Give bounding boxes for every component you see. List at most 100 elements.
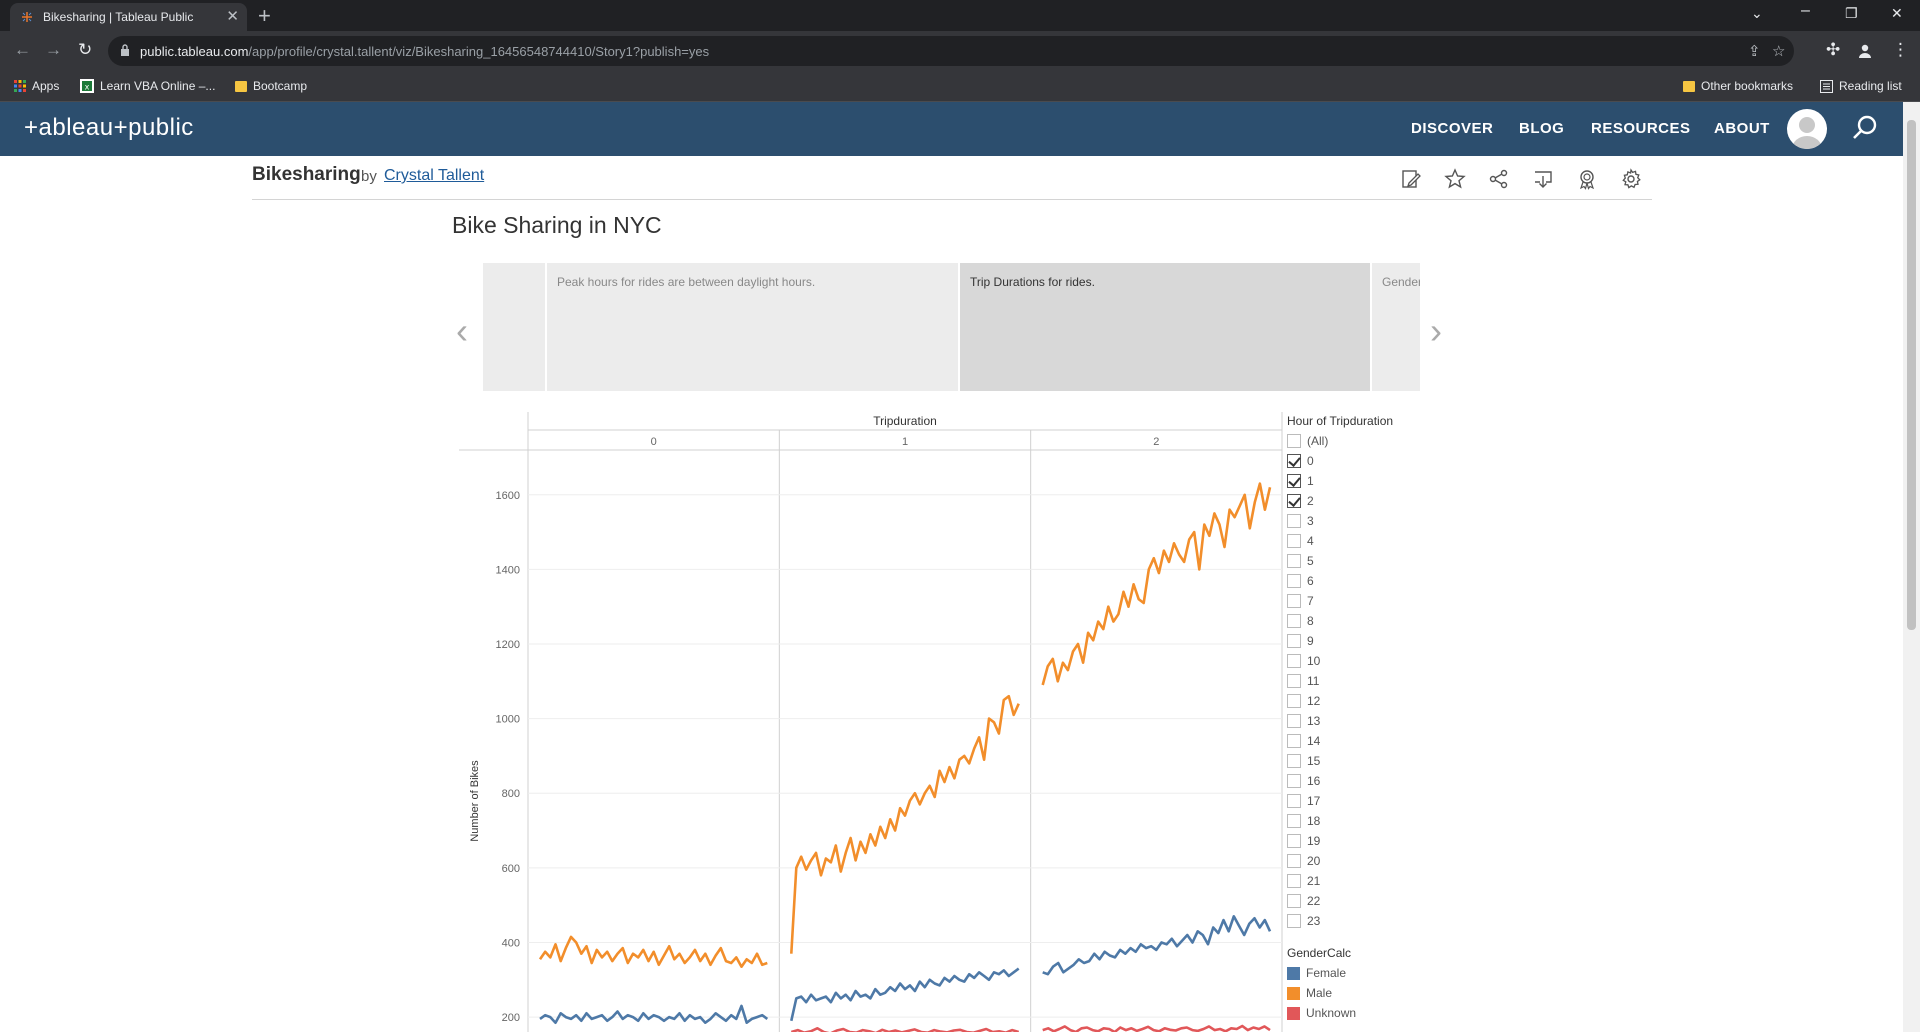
address-bar[interactable]: public.tableau.com/app/profile/crystal.t… bbox=[108, 36, 1794, 66]
bookmark-apps[interactable]: Apps bbox=[14, 79, 59, 93]
page-scrollbar[interactable] bbox=[1903, 102, 1920, 1032]
badge-icon[interactable] bbox=[1576, 168, 1598, 190]
filter-option[interactable]: 7 bbox=[1287, 591, 1393, 611]
tableau-public-logo[interactable]: +ableau+public bbox=[24, 114, 194, 141]
filter-option[interactable]: 22 bbox=[1287, 891, 1393, 911]
filter-option[interactable]: 15 bbox=[1287, 751, 1393, 771]
filter-option[interactable]: (All) bbox=[1287, 431, 1393, 451]
scrollbar-thumb[interactable] bbox=[1907, 120, 1916, 630]
series-line-unknown-panel-2 bbox=[1042, 1024, 1271, 1032]
nav-resources[interactable]: RESOURCES bbox=[1591, 120, 1691, 137]
story-next-arrow[interactable]: › bbox=[1430, 310, 1442, 351]
story-point-4[interactable]: Gender bbox=[1370, 263, 1420, 391]
story-point-2[interactable]: Peak hours for rides are between dayligh… bbox=[545, 263, 958, 391]
nav-discover[interactable]: DISCOVER bbox=[1411, 120, 1494, 137]
filter-option[interactable]: 14 bbox=[1287, 731, 1393, 751]
window-close-icon[interactable]: ✕ bbox=[1891, 5, 1903, 21]
browser-tab[interactable]: Bikesharing | Tableau Public ✕ bbox=[10, 3, 247, 31]
checkbox[interactable] bbox=[1287, 714, 1301, 728]
filter-option[interactable]: 11 bbox=[1287, 671, 1393, 691]
checkbox[interactable] bbox=[1287, 474, 1301, 488]
filter-option[interactable]: 10 bbox=[1287, 651, 1393, 671]
filter-option-label: 19 bbox=[1307, 834, 1321, 848]
reload-icon[interactable]: ↻ bbox=[78, 40, 93, 59]
filter-option[interactable]: 17 bbox=[1287, 791, 1393, 811]
filter-option[interactable]: 18 bbox=[1287, 811, 1393, 831]
tab-search-icon[interactable]: ⌄ bbox=[1751, 5, 1763, 21]
download-icon[interactable] bbox=[1532, 168, 1554, 190]
other-bookmarks[interactable]: Other bookmarks bbox=[1683, 79, 1793, 93]
checkbox[interactable] bbox=[1287, 794, 1301, 808]
author-link[interactable]: Crystal Tallent bbox=[384, 167, 485, 184]
legend-item[interactable]: Male bbox=[1287, 983, 1356, 1003]
filter-option[interactable]: 9 bbox=[1287, 631, 1393, 651]
menu-kebab-icon[interactable]: ⋮ bbox=[1892, 40, 1909, 59]
checkbox[interactable] bbox=[1287, 634, 1301, 648]
checkbox[interactable] bbox=[1287, 774, 1301, 788]
checkbox[interactable] bbox=[1287, 814, 1301, 828]
bookmark-star-icon[interactable]: ☆ bbox=[1772, 43, 1786, 60]
checkbox[interactable] bbox=[1287, 574, 1301, 588]
filter-title: Hour of Tripduration bbox=[1287, 414, 1394, 428]
checkbox[interactable] bbox=[1287, 434, 1301, 448]
bookmark-bootcamp[interactable]: Bootcamp bbox=[235, 79, 307, 93]
filter-option[interactable]: 4 bbox=[1287, 531, 1393, 551]
checkbox[interactable] bbox=[1287, 834, 1301, 848]
filter-option[interactable]: 21 bbox=[1287, 871, 1393, 891]
forward-icon[interactable]: → bbox=[45, 40, 62, 59]
nav-about[interactable]: ABOUT bbox=[1714, 120, 1770, 137]
restore-icon[interactable]: ❐ bbox=[1845, 5, 1858, 21]
filter-option[interactable]: 19 bbox=[1287, 831, 1393, 851]
nav-blog[interactable]: BLOG bbox=[1519, 120, 1565, 137]
filter-option[interactable]: 6 bbox=[1287, 571, 1393, 591]
search-icon[interactable] bbox=[1852, 115, 1878, 141]
checkbox[interactable] bbox=[1287, 694, 1301, 708]
checkbox[interactable] bbox=[1287, 734, 1301, 748]
extensions-icon[interactable]: ✣ bbox=[1826, 40, 1841, 59]
checkbox[interactable] bbox=[1287, 494, 1301, 508]
filter-option[interactable]: 13 bbox=[1287, 711, 1393, 731]
filter-option[interactable]: 2 bbox=[1287, 491, 1393, 511]
hour-filter: Hour of Tripduration (All) 0 1 2 3 4 5 6 7 8 9 10 11… bbox=[1287, 414, 1393, 931]
share-icon[interactable] bbox=[1488, 168, 1510, 190]
reading-list[interactable]: Reading list bbox=[1820, 79, 1902, 93]
favorite-star-icon[interactable] bbox=[1444, 168, 1466, 190]
filter-option[interactable]: 23 bbox=[1287, 911, 1393, 931]
checkbox[interactable] bbox=[1287, 654, 1301, 668]
checkbox[interactable] bbox=[1287, 534, 1301, 548]
legend-item[interactable]: Female bbox=[1287, 963, 1356, 983]
checkbox[interactable] bbox=[1287, 454, 1301, 468]
checkbox[interactable] bbox=[1287, 514, 1301, 528]
filter-option[interactable]: 3 bbox=[1287, 511, 1393, 531]
share-page-icon[interactable]: ⇪ bbox=[1748, 43, 1761, 60]
checkbox[interactable] bbox=[1287, 854, 1301, 868]
checkbox[interactable] bbox=[1287, 554, 1301, 568]
avatar[interactable] bbox=[1787, 109, 1827, 149]
filter-option[interactable]: 8 bbox=[1287, 611, 1393, 631]
checkbox[interactable] bbox=[1287, 914, 1301, 928]
checkbox[interactable] bbox=[1287, 754, 1301, 768]
filter-option[interactable]: 1 bbox=[1287, 471, 1393, 491]
story-prev-arrow[interactable]: ‹ bbox=[456, 310, 468, 351]
checkbox[interactable] bbox=[1287, 614, 1301, 628]
checkbox[interactable] bbox=[1287, 894, 1301, 908]
filter-option[interactable]: 20 bbox=[1287, 851, 1393, 871]
story-point-1[interactable] bbox=[483, 263, 545, 391]
filter-option[interactable]: 5 bbox=[1287, 551, 1393, 571]
filter-option[interactable]: 12 bbox=[1287, 691, 1393, 711]
story-point-3-active[interactable]: Trip Durations for rides. bbox=[958, 263, 1370, 391]
tab-close-icon[interactable]: ✕ bbox=[226, 8, 239, 25]
back-icon[interactable]: ← bbox=[14, 40, 31, 59]
profile-icon[interactable] bbox=[1857, 43, 1873, 59]
settings-gear-icon[interactable] bbox=[1620, 168, 1642, 190]
edit-icon[interactable] bbox=[1400, 168, 1422, 190]
checkbox[interactable] bbox=[1287, 594, 1301, 608]
new-tab-button[interactable]: + bbox=[258, 3, 271, 28]
minimize-icon[interactable]: – bbox=[1801, 2, 1810, 19]
legend-item[interactable]: Unknown bbox=[1287, 1003, 1356, 1023]
bookmark-learn-vba[interactable]: x Learn VBA Online –... bbox=[80, 79, 215, 93]
filter-option[interactable]: 0 bbox=[1287, 451, 1393, 471]
filter-option[interactable]: 16 bbox=[1287, 771, 1393, 791]
checkbox[interactable] bbox=[1287, 874, 1301, 888]
checkbox[interactable] bbox=[1287, 674, 1301, 688]
